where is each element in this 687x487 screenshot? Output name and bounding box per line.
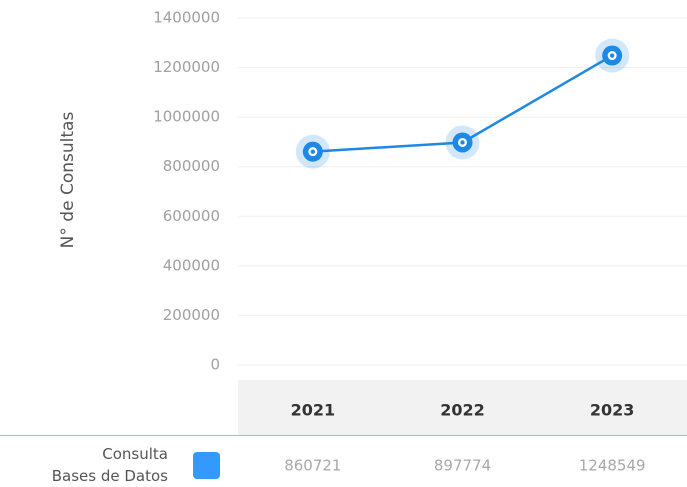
y-tick-label: 1000000 xyxy=(153,108,220,126)
point-dot xyxy=(609,53,615,58)
legend-swatch xyxy=(193,452,220,479)
y-tick-label: 800000 xyxy=(163,157,220,175)
table-value: 897774 xyxy=(434,457,491,475)
y-tick-label: 600000 xyxy=(163,207,220,225)
x-tick-label: 2022 xyxy=(440,401,485,420)
y-axis-title: N° de Consultas xyxy=(58,112,78,249)
table-value: 1248549 xyxy=(579,457,646,475)
legend-label: Consulta Bases de Datos xyxy=(51,445,168,485)
y-tick-label: 1400000 xyxy=(153,9,220,27)
category-header xyxy=(238,380,687,435)
point-dot xyxy=(310,149,316,154)
y-tick-label: 0 xyxy=(210,356,220,374)
y-tick-label: 200000 xyxy=(163,306,220,324)
x-tick-label: 2023 xyxy=(590,401,635,420)
x-tick-label: 2021 xyxy=(291,401,336,420)
y-tick-label: 1200000 xyxy=(153,58,220,76)
table-value: 860721 xyxy=(284,457,341,475)
point-dot xyxy=(460,140,465,145)
y-tick-label: 400000 xyxy=(163,256,220,274)
